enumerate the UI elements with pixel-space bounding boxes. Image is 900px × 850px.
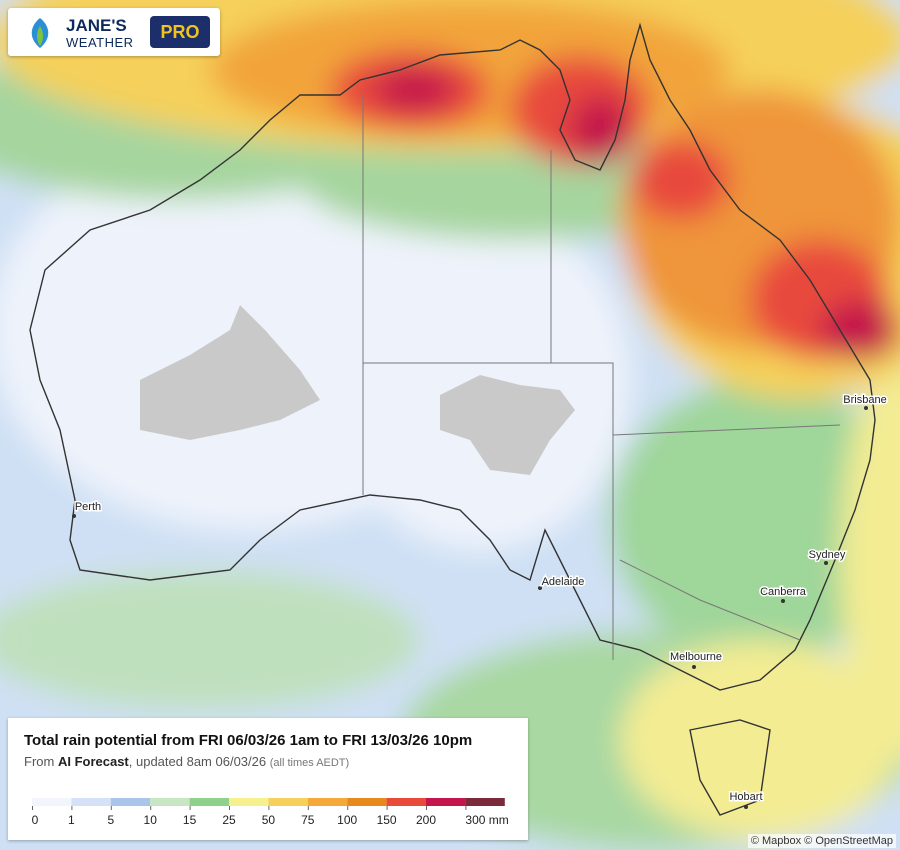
legend-swatch xyxy=(268,798,308,806)
state-borders xyxy=(362,95,841,660)
forecast-title: Total rain potential from FRI 06/03/26 1… xyxy=(24,732,473,749)
legend: 0 1 5 10 15 25 50 75 100 150 200 300 mm xyxy=(32,798,509,827)
legend-swatch xyxy=(426,798,466,806)
legend-label: 15 xyxy=(183,813,197,827)
brand: WEATHER xyxy=(66,35,134,50)
city-label: Hobart xyxy=(729,791,762,803)
text: From xyxy=(24,754,58,769)
legend-swatch xyxy=(71,798,111,806)
logo[interactable]: JANE'S WEATHER PRO xyxy=(8,8,220,56)
legend-label: 0 xyxy=(32,813,39,827)
forecast-subtitle: From AI Forecast, updated 8am 06/03/26 (… xyxy=(24,754,349,769)
legend-swatch xyxy=(110,798,151,806)
legend-swatch xyxy=(189,798,229,806)
legend-swatch xyxy=(347,798,387,806)
legend-label: 150 xyxy=(377,813,397,827)
legend-label: 25 xyxy=(222,813,236,827)
no-data xyxy=(140,305,575,475)
legend-label: 300 mm xyxy=(465,813,508,827)
logo-icon xyxy=(31,18,49,48)
attribution: © Mapbox © OpenStreetMap xyxy=(747,834,896,848)
legend-label: 5 xyxy=(107,813,114,827)
legend-label: 100 xyxy=(337,813,357,827)
legend-swatch xyxy=(307,798,348,806)
note: (all times AEDT) xyxy=(269,757,350,769)
legend-swatch xyxy=(386,798,426,806)
legend-swatch xyxy=(229,798,269,806)
legend-swatch xyxy=(465,798,505,806)
city-dots xyxy=(72,406,868,809)
brand: JANE'S xyxy=(66,16,127,35)
pro-badge: PRO xyxy=(150,16,210,48)
city-label: Adelaide xyxy=(542,576,585,588)
legend-label: 50 xyxy=(262,813,276,827)
city-label: Brisbane xyxy=(843,394,886,406)
coastline xyxy=(29,22,876,816)
city-label: Melbourne xyxy=(670,651,722,663)
legend-swatch xyxy=(150,798,190,806)
city-label: Perth xyxy=(75,501,101,513)
info-panel: Total rain potential from FRI 06/03/26 1… xyxy=(8,718,528,840)
legend-label: 10 xyxy=(144,813,158,827)
model: AI Forecast xyxy=(57,754,129,769)
city-label: Canberra xyxy=(760,586,807,598)
legend-label: 75 xyxy=(301,813,315,827)
legend-swatch xyxy=(32,798,72,806)
legend-label: 1 xyxy=(68,813,75,827)
city-label: Sydney xyxy=(809,549,846,561)
text: , updated 8am 06/03/26 xyxy=(128,754,267,769)
legend-label: 200 xyxy=(416,813,436,827)
